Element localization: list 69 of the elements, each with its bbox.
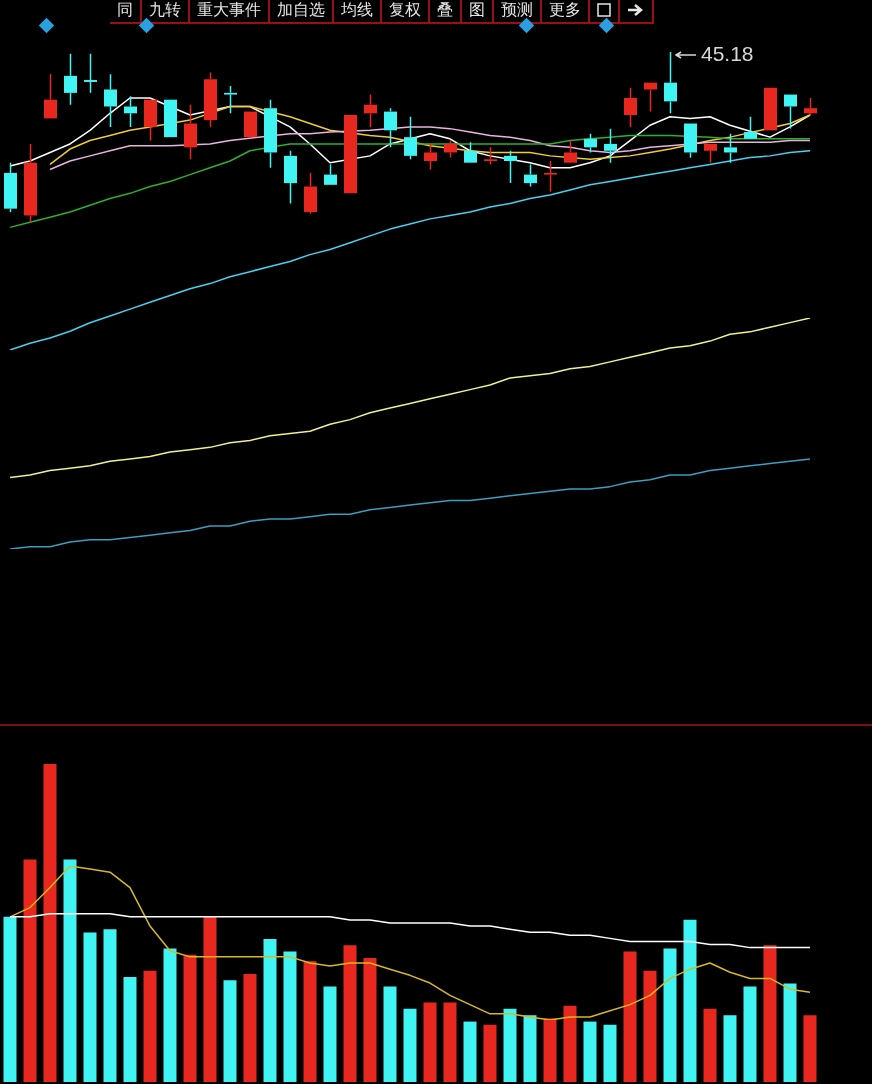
bar	[443, 1002, 457, 1082]
candlestick	[544, 160, 557, 193]
bar	[803, 1015, 817, 1082]
candlestick	[184, 104, 197, 161]
bar	[283, 951, 297, 1082]
bar	[763, 945, 777, 1082]
toolbar-button: 重大事件	[190, 0, 270, 22]
bar	[723, 1015, 737, 1082]
bar	[703, 1008, 717, 1082]
bar	[383, 986, 397, 1082]
candlestick	[224, 85, 237, 115]
candlestick	[284, 150, 297, 205]
toolbar-button: 同	[110, 0, 142, 22]
bar	[743, 986, 757, 1082]
toolbar-button: 复权	[382, 0, 430, 22]
candlestick	[624, 87, 637, 128]
bar	[623, 951, 637, 1082]
bar	[163, 948, 177, 1082]
bar	[603, 1024, 617, 1082]
bar	[363, 957, 377, 1082]
bar	[663, 948, 677, 1082]
bar	[583, 1021, 597, 1082]
bar	[323, 986, 337, 1082]
annotation: 45.18	[701, 41, 754, 65]
toolbar-button: 图	[462, 0, 494, 22]
bar	[183, 954, 197, 1082]
bar	[523, 1015, 537, 1082]
bar	[223, 980, 237, 1082]
candlestick	[664, 51, 677, 115]
toolbar-button: 更多	[542, 0, 590, 22]
bar	[403, 1008, 417, 1082]
bar	[243, 973, 257, 1082]
bar	[103, 929, 117, 1082]
bar	[43, 764, 57, 1082]
candlestick	[24, 143, 37, 224]
bar	[563, 1005, 577, 1082]
candlestick	[384, 107, 397, 149]
toolbar-button: 加自选	[270, 0, 334, 22]
candlestick	[404, 115, 417, 161]
bar	[263, 938, 277, 1082]
bar	[83, 932, 97, 1082]
candlestick	[64, 52, 77, 106]
bar	[483, 1024, 497, 1082]
toolbar-button: 叠	[430, 0, 462, 22]
bar	[123, 977, 137, 1082]
candlestick	[364, 93, 377, 128]
candlestick	[724, 132, 737, 164]
candlestick	[44, 73, 57, 119]
bar	[643, 970, 657, 1082]
bar	[683, 919, 697, 1082]
candlestick	[264, 98, 277, 169]
candlestick	[504, 150, 517, 184]
bar	[23, 859, 37, 1082]
bar	[543, 1018, 557, 1082]
bar	[3, 916, 17, 1082]
candlestick	[124, 95, 137, 128]
candlestick	[604, 127, 617, 164]
bar	[423, 1002, 437, 1082]
bar	[63, 859, 77, 1082]
candlestick	[84, 52, 97, 94]
bar	[783, 983, 797, 1082]
bar	[343, 945, 357, 1082]
bar	[463, 1021, 477, 1082]
candlestick	[104, 73, 117, 128]
toolbar-button: 均线	[334, 0, 382, 22]
bar	[303, 961, 317, 1082]
bar	[143, 970, 157, 1082]
bar	[503, 1008, 517, 1082]
bar	[203, 916, 217, 1082]
